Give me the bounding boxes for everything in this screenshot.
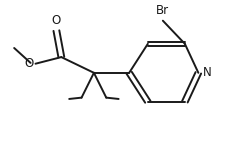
Text: O: O xyxy=(24,57,33,70)
Text: N: N xyxy=(202,66,210,79)
Text: Br: Br xyxy=(156,4,169,17)
Text: O: O xyxy=(52,14,61,27)
